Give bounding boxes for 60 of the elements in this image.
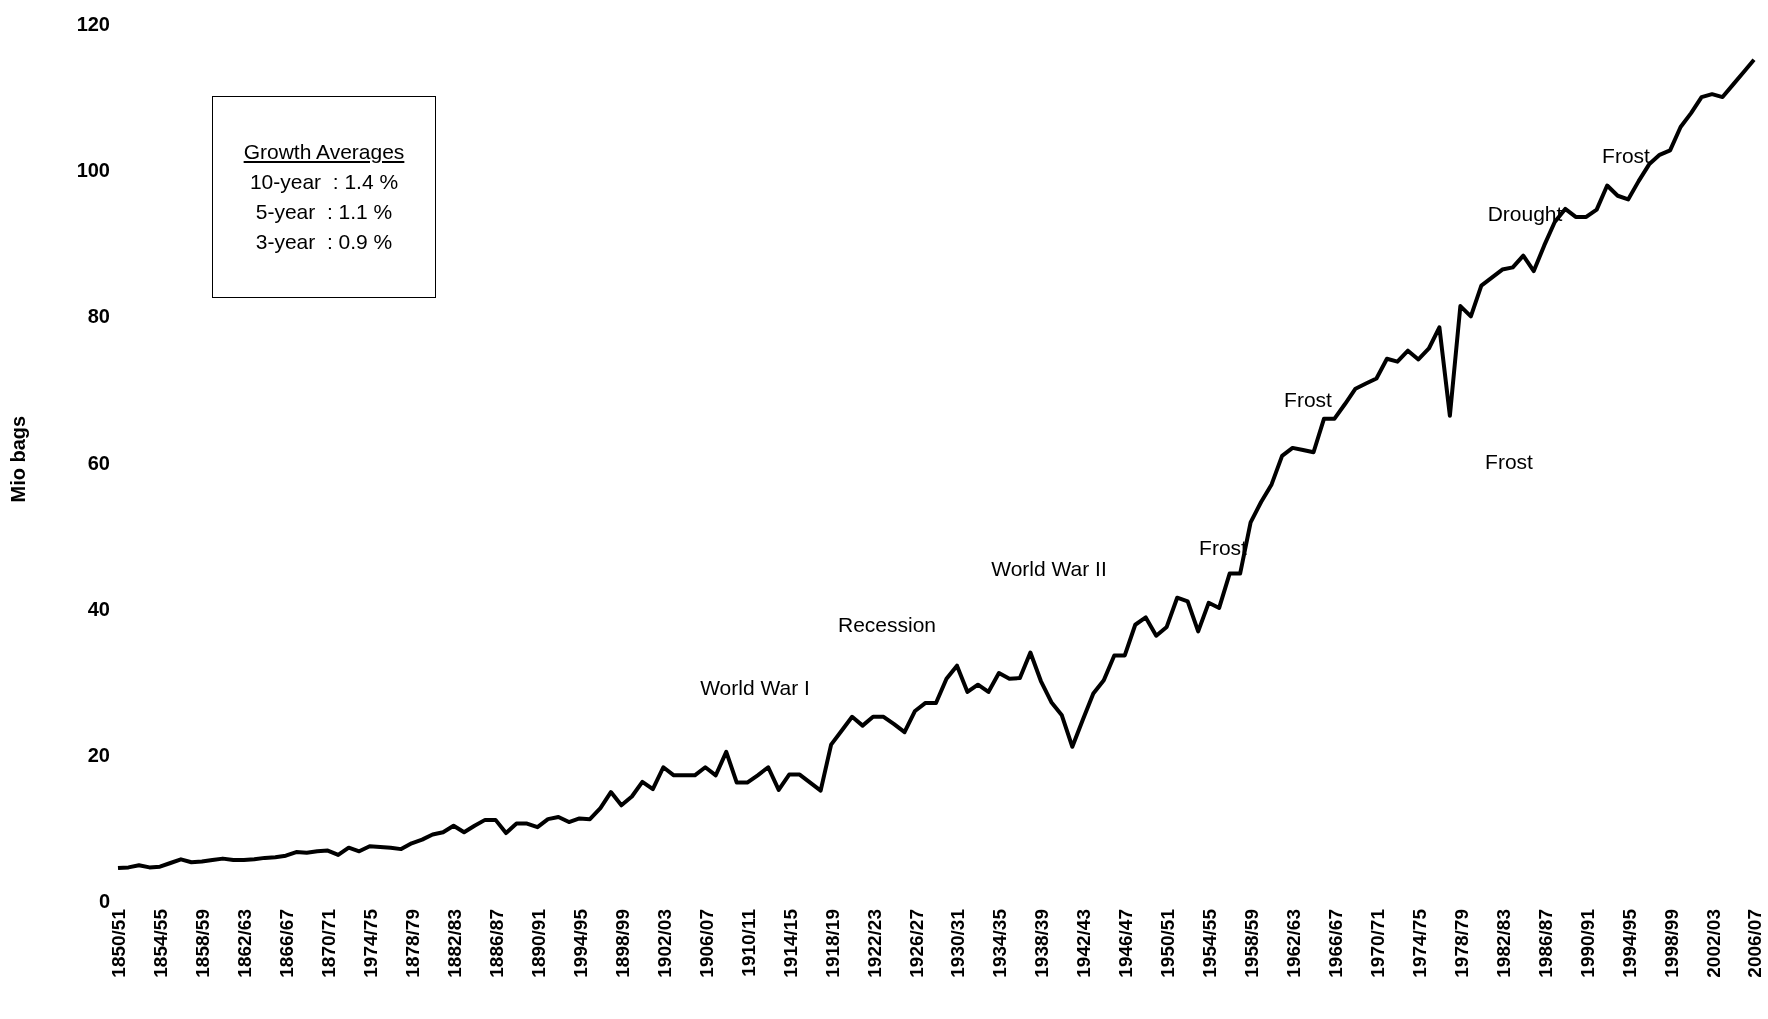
- x-tick-label: 1862/63: [234, 909, 256, 978]
- x-tick-label: 1906/07: [695, 909, 717, 978]
- x-tick-label: 1850/51: [108, 908, 130, 978]
- x-tick-label: 1962/63: [1283, 909, 1305, 978]
- x-tick-label: 1870/71: [318, 908, 340, 978]
- x-tick-label: 1994/95: [1618, 908, 1640, 978]
- x-tick-label: 1914/15: [779, 908, 801, 978]
- y-tick-label: 60: [87, 451, 110, 474]
- y-axis-title: Mio bags: [7, 415, 30, 503]
- x-tick-label: 1886/87: [486, 909, 508, 978]
- x-tick-label: 1922/23: [863, 909, 885, 978]
- x-tick-label: 1978/79: [1450, 909, 1472, 978]
- x-tick-label: 1990/91: [1576, 908, 1598, 978]
- x-tick-label: 1926/27: [905, 909, 927, 978]
- x-tick-label: 1958/59: [1241, 909, 1263, 978]
- x-tick-label: 1950/51: [1157, 908, 1179, 978]
- x-tick-label: 1918/19: [821, 909, 843, 978]
- y-tick-label: 80: [87, 305, 110, 328]
- x-tick-label: 1974/75: [1408, 908, 1430, 978]
- y-tick-label: 0: [98, 890, 110, 913]
- x-tick-label: 1930/31: [947, 908, 969, 978]
- x-tick-label: 1854/55: [150, 908, 172, 978]
- annotation: Recession: [837, 613, 937, 637]
- x-tick-label: 1994/95: [569, 908, 591, 978]
- x-tick-label: 1882/83: [444, 909, 466, 978]
- annotation: Frost: [1602, 144, 1650, 168]
- x-tick-label: 1954/55: [1199, 908, 1221, 978]
- x-tick-label: 1966/67: [1325, 909, 1346, 978]
- annotation: Frost: [1485, 450, 1533, 474]
- x-tick-label: 1934/35: [989, 908, 1011, 978]
- annotation: 3-year : 0.9 %: [255, 229, 393, 255]
- x-tick-label: 1866/67: [276, 909, 298, 978]
- annotation: 10-year : 1.4 %: [249, 169, 399, 195]
- x-tick-label: 1970/71: [1366, 908, 1388, 978]
- x-tick-label: 2002/03: [1702, 909, 1724, 978]
- annotation: 5-year : 1.1 %: [255, 199, 393, 225]
- x-tick-label: 1938/39: [1031, 909, 1053, 978]
- y-tick-label: 100: [76, 159, 110, 182]
- x-tick-label: 1946/47: [1115, 909, 1137, 978]
- annotation: World War II: [991, 557, 1107, 581]
- x-tick-label: 1974/75: [360, 908, 382, 978]
- x-tick-label: 1998/99: [1660, 909, 1682, 978]
- x-tick-label: 1910/11: [737, 908, 759, 977]
- annotation: Growth Averages: [243, 139, 405, 165]
- annotation: Frost: [1284, 388, 1332, 412]
- y-tick-label: 20: [87, 743, 110, 766]
- x-tick-label: 1902/03: [653, 909, 675, 978]
- annotation: Drought: [1487, 202, 1563, 226]
- x-tick-label: 1942/43: [1073, 909, 1095, 978]
- x-tick-label: 1878/79: [402, 909, 424, 978]
- y-tick-label: 120: [76, 13, 110, 36]
- x-tick-label: 1898/99: [611, 909, 633, 978]
- x-tick-label: 1986/87: [1534, 909, 1556, 978]
- x-tick-label: 1890/91: [527, 908, 549, 978]
- y-tick-label: 40: [87, 597, 110, 620]
- line-series: [116, 57, 1756, 871]
- annotation: World War I: [700, 676, 810, 700]
- x-tick-label: 1982/83: [1492, 909, 1514, 978]
- x-tick-label: 2006/07: [1744, 909, 1766, 978]
- x-tick-label: 1858/59: [192, 909, 214, 978]
